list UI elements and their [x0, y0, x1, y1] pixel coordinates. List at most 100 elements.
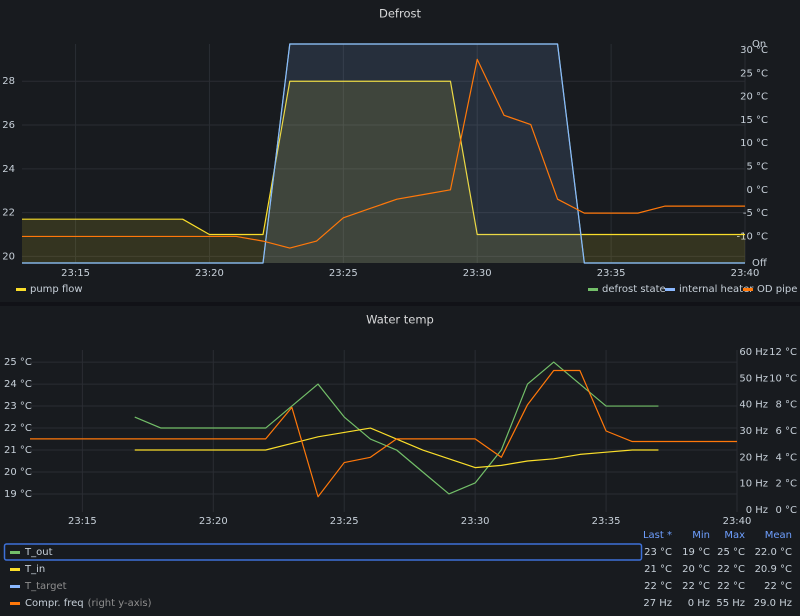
panel-defrost [0, 0, 800, 302]
y-tick-label: -10 °C [737, 231, 769, 242]
legend-label: defrost state [602, 284, 666, 295]
y-tick-label: 12 °C [769, 347, 797, 358]
x-tick-label: 23:20 [199, 516, 228, 527]
x-tick-label: 23:25 [329, 268, 358, 279]
y-tick-label: 10 Hz [739, 479, 768, 490]
y-tick-label: -5 °C [743, 208, 768, 219]
legend-label: T_out [24, 547, 53, 558]
y-tick-label: 28 [2, 76, 15, 87]
legend-stat: 22 °C [717, 564, 745, 575]
y-tick-label: 20 °C [4, 467, 32, 478]
area-fill [22, 44, 745, 263]
legend-label: internal heater [679, 284, 754, 295]
x-tick-label: 23:35 [592, 516, 621, 527]
x-tick-label: 23:20 [195, 268, 224, 279]
y-tick-label: 60 Hz [739, 347, 768, 358]
legend-stat: 27 Hz [643, 598, 672, 609]
y-tick-label: 22 [2, 208, 15, 219]
y-tick-label: 2 °C [775, 479, 797, 490]
y-tick-label: 20 °C [740, 92, 768, 103]
series-line [22, 80, 745, 236]
legend-swatch [743, 288, 753, 291]
y-tick-label: 6 °C [775, 426, 797, 437]
y-tick-label: 50 Hz [739, 373, 768, 384]
y-tick-label: Off [752, 258, 768, 269]
y-tick-label: 23 °C [4, 401, 32, 412]
x-tick-label: 23:30 [461, 516, 490, 527]
y-tick-label: 25 °C [4, 357, 32, 368]
x-tick-label: 23:25 [330, 516, 359, 527]
legend-stat: 22 °C [644, 581, 672, 592]
legend-stat: 25 °C [717, 547, 745, 558]
legend-label: T_target [24, 581, 67, 592]
legend-header: Mean [765, 530, 792, 541]
x-tick-label: 23:40 [731, 268, 760, 279]
legend-header: Min [692, 530, 710, 541]
y-tick-label: 26 [2, 120, 15, 131]
y-tick-label: 21 °C [4, 445, 32, 456]
y-tick-label: 20 Hz [739, 452, 768, 463]
y-tick-label: 0 °C [775, 505, 797, 516]
legend-swatch [10, 602, 20, 605]
x-tick-label: 23:35 [597, 268, 626, 279]
x-tick-label: 23:40 [723, 516, 752, 527]
legend-note: (right y-axis) [88, 598, 152, 609]
legend-header: Last * [643, 530, 672, 541]
area-fill [22, 81, 745, 263]
x-tick-label: 23:30 [463, 268, 492, 279]
y-tick-label: 30 Hz [739, 426, 768, 437]
y-tick-label: 10 °C [740, 138, 768, 149]
panel-water-temp [0, 306, 800, 616]
y-tick-label: 30 °C [740, 45, 768, 56]
legend-label: T_in [24, 564, 45, 575]
legend-stat: 22 °C [717, 581, 745, 592]
panel-title: Water temp [366, 313, 434, 327]
y-tick-label: 20 [2, 251, 15, 262]
legend-label: OD pipe [757, 284, 797, 295]
y-tick-label: 10 °C [769, 373, 797, 384]
legend-stat: 0 Hz [688, 598, 710, 609]
y-tick-label: 22 °C [4, 423, 32, 434]
x-tick-label: 23:15 [61, 268, 90, 279]
y-tick-label: 8 °C [775, 400, 797, 411]
y-tick-label: On [752, 39, 766, 50]
y-tick-label: 15 °C [740, 115, 768, 126]
legend-swatch [10, 551, 20, 554]
series-line [22, 58, 745, 249]
legend-swatch [10, 585, 20, 588]
legend-stat: 19 °C [682, 547, 710, 558]
legend-stat: 29.0 Hz [754, 598, 792, 609]
legend-swatch [10, 568, 20, 571]
series-line [134, 361, 659, 495]
y-tick-label: 25 °C [740, 68, 768, 79]
y-tick-label: 0 °C [746, 185, 768, 196]
y-tick-label: 5 °C [746, 162, 768, 173]
legend-stat: 22.0 °C [755, 547, 792, 558]
legend-swatch [665, 288, 675, 291]
legend-stat: 23 °C [644, 547, 672, 558]
legend-label: pump flow [30, 284, 83, 295]
legend-stat: 55 Hz [716, 598, 745, 609]
legend-stat: 20 °C [682, 564, 710, 575]
y-tick-label: 24 [2, 164, 15, 175]
x-tick-label: 23:15 [68, 516, 97, 527]
y-tick-label: 40 Hz [739, 400, 768, 411]
legend-stat: 20.9 °C [755, 564, 792, 575]
legend-swatch [588, 288, 598, 291]
legend-header: Max [724, 530, 745, 541]
legend-stat: 21 °C [644, 564, 672, 575]
series-line [30, 369, 737, 498]
legend-row-highlight [3, 543, 643, 561]
legend-swatch [16, 288, 26, 291]
y-tick-label: 4 °C [775, 452, 797, 463]
panel-title: Defrost [379, 7, 421, 21]
y-tick-label: 0 Hz [746, 505, 768, 516]
legend-stat: 22 °C [764, 581, 792, 592]
legend-stat: 22 °C [682, 581, 710, 592]
series-line [22, 43, 745, 264]
y-tick-label: 19 °C [4, 489, 32, 500]
y-tick-label: 24 °C [4, 379, 32, 390]
legend-label: Compr. freq [25, 598, 84, 609]
